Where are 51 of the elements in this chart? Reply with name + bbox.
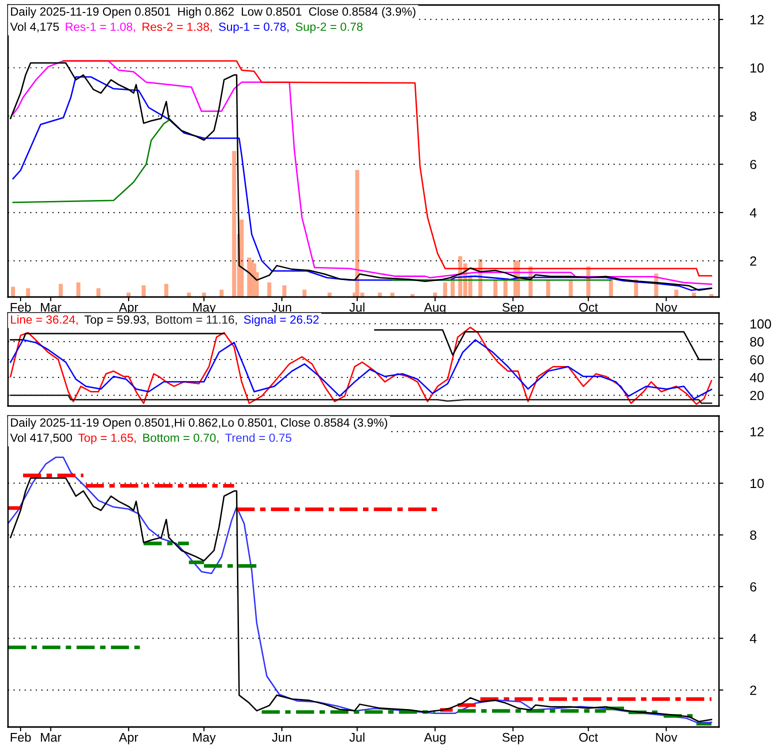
x-tick-label: Mar bbox=[40, 303, 62, 312]
text: Sup-2 = 0.78 bbox=[296, 22, 363, 34]
y-tick-label: 2 bbox=[750, 256, 756, 266]
chart-title: Daily 2025-11-19 Open 0.8501,Hi 0.862,Lo 0.8501, Close 0.8584 (3.9%) bbox=[11, 418, 388, 430]
y-tick-label: 12 bbox=[750, 15, 764, 24]
series-label: Top = 59.93, bbox=[84, 315, 148, 326]
x-tick-label: Apr bbox=[118, 303, 138, 314]
y-tick-label: 4 bbox=[750, 634, 757, 644]
y-tick-label: 80 bbox=[750, 337, 764, 347]
x-tick-label: Mar bbox=[40, 733, 62, 742]
y-tick-label: 2 bbox=[750, 686, 756, 695]
series-label: Signal = 26.52 bbox=[244, 315, 319, 326]
y-tick-label: 10 bbox=[750, 63, 764, 73]
y-tick-label: 60 bbox=[750, 355, 764, 364]
text: Vol 4,175 bbox=[10, 22, 59, 32]
x-tick-label: Nov bbox=[656, 733, 678, 742]
y-tick-label: 6 bbox=[750, 160, 756, 170]
x-tick-label: Oct bbox=[579, 732, 598, 742]
y-tick-label: 8 bbox=[750, 112, 756, 121]
y-tick-label: 4 bbox=[750, 208, 757, 218]
x-tick-label: May bbox=[193, 303, 216, 314]
text: Trend = 0.75 bbox=[225, 433, 292, 442]
text: Res-1 = 1.08, bbox=[66, 22, 136, 32]
x-tick-label: Jun bbox=[272, 303, 292, 312]
y-tick-label: 8 bbox=[750, 530, 756, 540]
x-tick-label: Sep bbox=[502, 732, 524, 744]
text: Bottom = 0.70, bbox=[143, 434, 218, 444]
x-tick-label: Aug bbox=[424, 733, 446, 744]
x-tick-label: May bbox=[193, 733, 216, 744]
text: Res-2 = 1.38, bbox=[142, 22, 212, 32]
x-tick-label: Sep bbox=[502, 302, 524, 314]
x-tick-label: Jul bbox=[349, 302, 364, 312]
y-tick-label: 100 bbox=[750, 319, 772, 329]
y-tick-label: 12 bbox=[750, 427, 764, 436]
text: Top = 1.65, bbox=[78, 434, 136, 444]
x-tick-label: Jul bbox=[349, 732, 364, 742]
x-tick-label: Oct bbox=[579, 302, 598, 312]
y-tick-label: 6 bbox=[750, 582, 756, 592]
text: Vol 417,500 bbox=[10, 433, 72, 444]
chart-title: Daily 2025-11-19 Open 0.8501 High 0.862 Low 0.8501 Close 0.8584 (3.9%) bbox=[11, 7, 416, 18]
text: Bottom = 11.16, bbox=[156, 315, 237, 326]
x-tick-label: Apr bbox=[118, 733, 138, 744]
y-tick-label: 20 bbox=[750, 390, 764, 400]
text: Sup-1 = 0.78, bbox=[218, 22, 289, 34]
x-tick-label: Nov bbox=[656, 303, 678, 312]
series-label: Line = 36.24, bbox=[11, 315, 78, 326]
x-tick-label: Feb bbox=[10, 302, 31, 312]
x-tick-label: Feb bbox=[10, 732, 31, 742]
y-tick-label: 10 bbox=[750, 478, 764, 488]
x-tick-label: Jun bbox=[272, 733, 292, 742]
y-tick-label: 40 bbox=[750, 372, 764, 382]
